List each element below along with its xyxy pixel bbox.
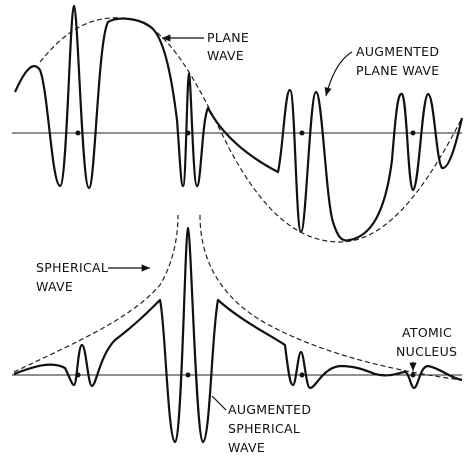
label: PLANE WAVE (356, 63, 439, 78)
label: NUCLEUS (396, 344, 457, 359)
pointer (324, 51, 353, 97)
label: ATOMIC (402, 325, 452, 340)
augmented-spherical-wave (13, 226, 463, 444)
augmented-plane-wave (13, 4, 464, 242)
label: SPHERICAL (228, 421, 300, 436)
pointer (211, 395, 227, 411)
label: WAVE (207, 48, 244, 63)
label: WAVE (228, 440, 265, 455)
label: AUGMENTED (356, 44, 439, 59)
label: PLANE (207, 30, 249, 45)
nuclei (75, 130, 416, 136)
spherical-wave (13, 214, 179, 373)
nuclei (75, 372, 416, 378)
plane-wave (39, 17, 463, 243)
label: SPHERICAL (36, 260, 108, 275)
label: AUGMENTED (228, 402, 311, 417)
label: WAVE (36, 279, 73, 294)
spherical-wave (199, 214, 463, 381)
